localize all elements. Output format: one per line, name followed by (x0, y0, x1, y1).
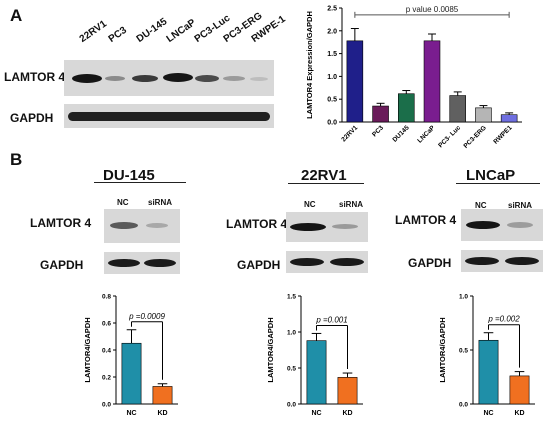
bar (509, 375, 530, 405)
col-label-sirna: siRNA (508, 201, 533, 210)
p-value-label: p =0.0009 (128, 312, 165, 321)
y-tick-label: 1.5 (287, 294, 296, 301)
blot-row-label: GAPDH (10, 111, 54, 125)
y-tick-label: 0.8 (102, 294, 111, 301)
y-tick-label: 1.0 (459, 294, 468, 301)
y-tick-label: 1.0 (327, 74, 337, 81)
bar (372, 105, 389, 123)
western-blot-gapdh (286, 251, 368, 273)
x-tick-label: KD (514, 410, 524, 417)
p-value-annotation: p value 0.0085 (406, 5, 459, 14)
western-blot-lamtor4 (104, 209, 180, 243)
x-tick-label: KD (342, 410, 352, 417)
y-tick-label: 0.5 (287, 366, 296, 373)
bar-chart-b3: 0.0 0.5 1.0 LAMTOR4/GAPDH NC KD p =0.002 (438, 294, 535, 417)
blot-row-label: LAMTOR 4 (395, 213, 457, 227)
lane-label: DU-145 (134, 16, 170, 45)
y-tick-label: 0.5 (459, 348, 468, 355)
western-blot-gapdh (64, 104, 274, 128)
bar (346, 40, 364, 123)
western-blot-gapdh (104, 252, 180, 274)
x-tick-label: NC (483, 410, 493, 417)
x-tick-label: PC3- Luc (437, 124, 462, 149)
x-tick-label: PC3 (371, 124, 385, 138)
y-axis-label: LAMTOR4/GAPDH (266, 317, 275, 382)
western-blot-lamtor4 (461, 209, 543, 241)
bar (306, 340, 327, 405)
col-label-nc: NC (117, 198, 129, 207)
blot-title: LNCaP (466, 167, 516, 184)
x-tick-label: DU145 (391, 124, 411, 144)
bar (121, 342, 142, 405)
bar (398, 93, 415, 123)
bar (475, 107, 492, 123)
y-axis-label: LAMTOR4 Expression/GAPDH (305, 11, 314, 119)
y-axis-label: LAMTOR4/GAPDH (83, 317, 92, 382)
y-tick-label: 0.2 (102, 375, 111, 382)
blot-row-label: LAMTOR 4 (30, 216, 92, 230)
col-label-nc: NC (475, 201, 487, 210)
bar-chart-a: 0.0 0.5 1.0 1.5 2.0 2.5 LAMTOR4 Expression/GAP… (305, 5, 522, 150)
lane-label: 22RV1 (77, 18, 109, 45)
title-underline (94, 182, 186, 183)
x-tick-label: PC3-ERG (462, 124, 487, 149)
blot-row-label: GAPDH (408, 256, 452, 270)
lane-label: LNCaP (164, 17, 198, 45)
col-label-sirna: siRNA (148, 198, 173, 207)
title-underline (288, 183, 364, 184)
y-tick-label: 0.0 (459, 402, 468, 409)
y-tick-label: 0.0 (327, 120, 337, 127)
lane-label: PC3 (106, 24, 129, 45)
blot-title: DU-145 (103, 167, 155, 184)
western-blot-lamtor4 (64, 60, 274, 96)
x-tick-label: 22RV1 (340, 124, 359, 143)
y-tick-label: 0.0 (287, 402, 296, 409)
bar (500, 114, 518, 123)
western-blot-lamtor4 (286, 212, 368, 242)
bar-chart-b2: 0.0 0.5 1.0 1.5 LAMTOR4/GAPDH NC KD p =0.001 (266, 294, 363, 417)
bar (337, 377, 358, 405)
x-tick-label: RWPE1 (492, 124, 513, 145)
x-tick-label: LNCaP (416, 124, 436, 144)
panel-b-letter: B (10, 150, 23, 169)
bar (152, 386, 173, 405)
blot-row-label: LAMTOR 4 (226, 217, 288, 231)
bar (449, 95, 466, 123)
y-tick-label: 2.5 (327, 6, 337, 13)
y-tick-label: 2.0 (327, 28, 337, 35)
y-tick-label: 1.0 (287, 330, 296, 337)
blot-row-label: GAPDH (40, 258, 84, 272)
blot-row-label: LAMTOR 4 (4, 70, 66, 84)
y-tick-label: 0.0 (102, 402, 111, 409)
bar (478, 339, 499, 405)
y-tick-label: 0.5 (327, 97, 337, 104)
x-tick-label: KD (157, 410, 167, 417)
blot-row-label: GAPDH (237, 258, 281, 272)
y-axis-label: LAMTOR4/GAPDH (438, 317, 447, 382)
y-tick-label: 1.5 (327, 51, 337, 58)
col-label-nc: NC (304, 200, 316, 209)
western-blot-gapdh (461, 250, 543, 272)
x-tick-label: NC (311, 410, 321, 417)
blot-title: 22RV1 (301, 167, 347, 184)
y-tick-label: 0.4 (102, 348, 111, 355)
col-label-sirna: siRNA (339, 200, 364, 209)
bar-chart-b1: 0.0 0.2 0.4 0.6 0.8 LAMTOR4/GAPDH NC KD p =0.000… (83, 294, 178, 417)
p-value-label: p =0.001 (315, 315, 347, 324)
p-value-label: p =0.002 (487, 315, 520, 324)
x-tick-label: NC (126, 410, 136, 417)
title-underline (456, 183, 540, 184)
panel-a-letter: A (10, 6, 23, 25)
bar (423, 40, 441, 123)
y-tick-label: 0.6 (102, 321, 111, 328)
